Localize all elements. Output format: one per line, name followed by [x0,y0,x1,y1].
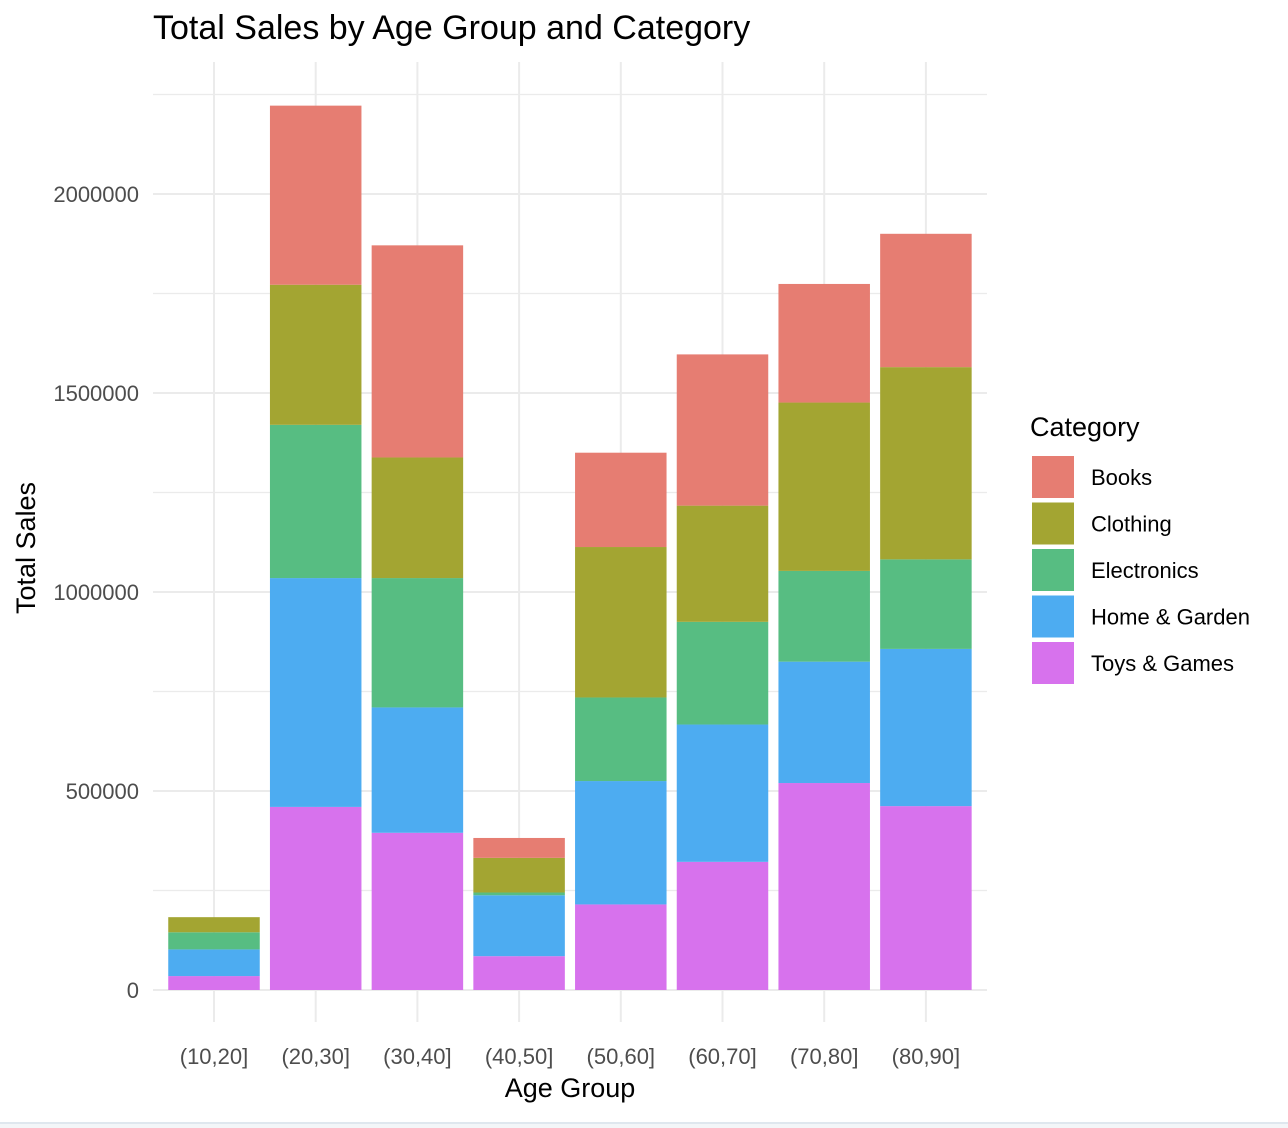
bar-segment-home-garden: (30,40] — Home & Garden: 315000 [371,707,464,833]
y-tick-label: 1500000 [53,381,139,406]
y-tick-label: 2000000 [53,182,139,207]
bar-segment-clothing: (40,50] — Clothing: 87000 [473,857,565,893]
bar-segment-clothing: (30,40] — Clothing: 303000 [371,457,464,579]
legend-label-electronics: Electronics [1091,558,1199,583]
x-tick-label: (70,80] [790,1044,859,1069]
bottom-edge [0,1122,1288,1128]
bar-segment-home-garden: (60,70] — Home & Garden: 345000 [676,724,769,862]
x-tick-label: (40,50] [485,1044,554,1069]
bar-segment-books: (50,60] — Books: 237000 [575,452,667,548]
bar-segment-home-garden: (40,50] — Home & Garden: 153000 [473,895,565,957]
legend-items: Books Clothing Electronics Home & Garden Toy… [1032,456,1250,684]
bar-segment-home-garden: (70,80] — Home & Garden: 305000 [778,661,870,784]
legend-label-clothing: Clothing [1091,512,1172,537]
legend-swatch-electronics [1032,549,1074,591]
legend-label-toys-games: Toys & Games [1091,651,1234,676]
legend-swatch-toys-games [1032,642,1074,684]
bar-segment-clothing: (50,60] — Clothing: 378000 [575,547,667,698]
bar-segment-toys-games: (20,30] — Toys & Games: 460000 [269,806,362,990]
legend-swatch-books [1032,456,1074,498]
legend-swatch-home-garden [1032,595,1074,638]
bar-segment-books: (40,50] — Books: 50000 [473,837,565,858]
chart-title: Total Sales by Age Group and Category [153,9,750,47]
y-tick-label: 1000000 [53,580,139,605]
x-tick-label: (60,70] [688,1044,757,1069]
bar-segment-toys-games: (50,60] — Toys & Games: 215000 [575,904,667,990]
bar-segment-books: (80,90] — Books: 335000 [880,233,972,368]
legend-swatch-clothing [1032,502,1074,545]
bar-segment-books: (30,40] — Books: 533000 [371,245,464,458]
bar-segment-books: (20,30] — Books: 450000 [269,105,362,285]
bar-segment-toys-games: (70,80] — Toys & Games: 520000 [778,783,870,990]
bar-segment-clothing: (70,80] — Clothing: 423000 [778,402,870,571]
legend-label-books: Books [1091,465,1152,490]
bar-segment-toys-games: (30,40] — Toys & Games: 395000 [371,832,464,990]
bar-segment-clothing: (80,90] — Clothing: 483000 [880,367,972,560]
x-tick-label: (20,30] [281,1044,350,1069]
x-tick-label: (50,60] [587,1044,656,1069]
bar-segment-toys-games: (80,90] — Toys & Games: 462000 [880,806,972,990]
bar-segment-toys-games: (10,20] — Toys & Games: 35000 [168,976,260,990]
bar-segment-home-garden: (10,20] — Home & Garden: 67000 [168,949,260,977]
bar-segment-electronics: (50,60] — Electronics: 210000 [575,697,667,782]
y-tick-label: 0 [127,978,139,1003]
bar-segment-clothing: (60,70] — Clothing: 292000 [676,505,769,622]
bar-segment-clothing: (20,30] — Clothing: 352000 [269,284,362,425]
x-tick-label: (10,20] [180,1044,249,1069]
legend-title: Category [1030,412,1140,442]
bar-segment-electronics: (10,20] — Electronics: 43000 [168,932,260,950]
bar-segment-home-garden: (20,30] — Home & Garden: 575000 [269,578,362,807]
y-tick-label: 500000 [66,779,139,804]
legend: Category Books Clothing Electronics Home & … [1030,412,1250,684]
bar-segment-electronics: (30,40] — Electronics: 325000 [371,578,464,708]
bar-segment-electronics: (80,90] — Electronics: 225000 [880,559,972,649]
bar-segment-toys-games: (40,50] — Toys & Games: 85000 [473,956,565,990]
bar-segment-books: (70,80] — Books: 298000 [778,283,870,403]
bar-segment-electronics: (40,50] — Electronics: 7000 [473,892,565,896]
bar-segment-books: (60,70] — Books: 380000 [676,354,769,506]
bar-segment-electronics: (20,30] — Electronics: 385000 [269,424,362,579]
bar-segment-home-garden: (50,60] — Home & Garden: 310000 [575,781,667,905]
x-tick-label: (30,40] [383,1044,452,1069]
bars-layer: (10,20] — Toys & Games: 35000(10,20] — H… [168,105,972,990]
y-axis-title: Total Sales [11,482,41,614]
bar-segment-clothing: (10,20] — Clothing: 38000 [168,917,260,933]
bar-segment-home-garden: (80,90] — Home & Garden: 395000 [880,648,972,807]
bar-segment-electronics: (60,70] — Electronics: 258000 [676,621,769,725]
x-tick-labels: (10,20] (20,30] (30,40] (40,50] (50,60] (60,7… [180,1044,960,1069]
legend-label-home-garden: Home & Garden [1091,605,1250,630]
y-tick-labels: 0 500000 1000000 1500000 2000000 [53,182,139,1003]
x-tick-label: (80,90] [892,1044,961,1069]
bar-segment-toys-games: (60,70] — Toys & Games: 322000 [676,861,769,990]
x-axis-title: Age Group [505,1073,636,1103]
bar-segment-electronics: (70,80] — Electronics: 228000 [778,570,870,662]
